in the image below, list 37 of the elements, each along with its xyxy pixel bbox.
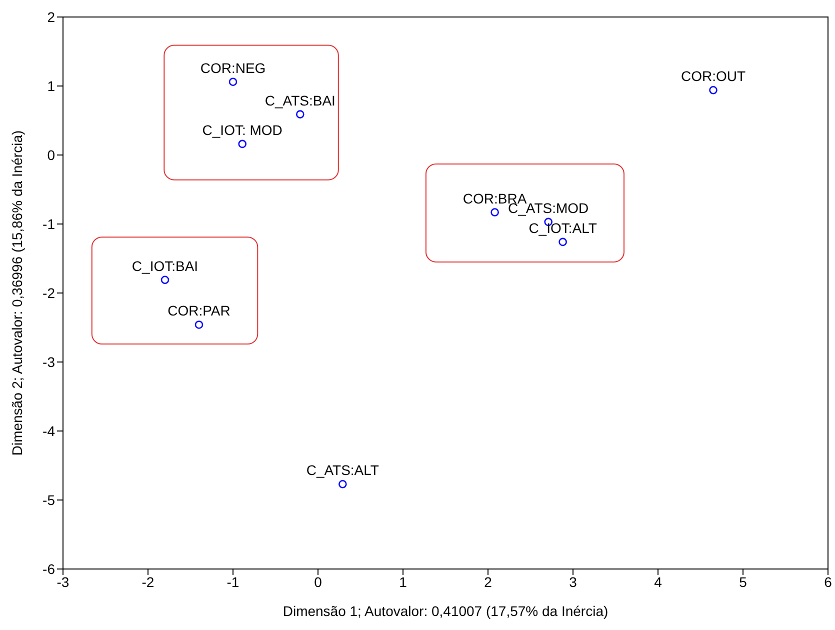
- y-tick-label: -2: [42, 284, 56, 301]
- y-tick-label: -6: [42, 560, 56, 577]
- x-tick-label: 4: [654, 574, 662, 590]
- annotation: COR:PAR: [168, 302, 230, 319]
- y-tick-label: 1: [47, 78, 56, 94]
- x-tick-label: -1: [226, 574, 240, 590]
- point: [228, 78, 238, 86]
- x-tick-label: 5: [739, 574, 748, 590]
- point: [238, 140, 246, 148]
- point: [160, 276, 170, 284]
- y-tick-label: -1: [42, 216, 56, 232]
- x-tick-label: 3: [569, 574, 578, 590]
- x-tick-label: 2: [484, 574, 492, 590]
- annotation: C_IOT:BAI: [132, 258, 198, 274]
- annotation: C_IOT:ALT: [528, 220, 598, 236]
- point: [558, 238, 567, 246]
- x-tick-label: 6: [824, 574, 832, 590]
- annotation: C_ATS:ALT: [306, 462, 380, 478]
- annotation: COR:OUT: [680, 68, 746, 84]
- x-tick-label: 0: [314, 574, 322, 590]
- point: [709, 86, 718, 94]
- y-tick-label: 0: [47, 146, 56, 163]
- point: [296, 110, 304, 118]
- x-tick-label: -2: [142, 574, 154, 590]
- point: [194, 320, 204, 329]
- y-axis-title: Dimensão 2; Autovalor: 0,36996 (15,86% da Inércia): [9, 130, 25, 456]
- y-tick-label: -5: [42, 492, 56, 508]
- y-tick-label: 2: [47, 8, 56, 25]
- y-tick-label: -3: [42, 354, 56, 370]
- annotation: C_ATS:BAI: [264, 92, 336, 108]
- point: [338, 480, 347, 488]
- x-axis-title: Dimensão 1; Autovalor: 0,41007 (17,57% da Inércia): [282, 603, 608, 619]
- y-tick-label: -4: [42, 422, 56, 439]
- point: [490, 208, 499, 216]
- x-tick-label: 1: [399, 574, 408, 590]
- annotation: C_IOT: MOD: [202, 122, 282, 138]
- annotation: COR:NEG: [200, 60, 266, 76]
